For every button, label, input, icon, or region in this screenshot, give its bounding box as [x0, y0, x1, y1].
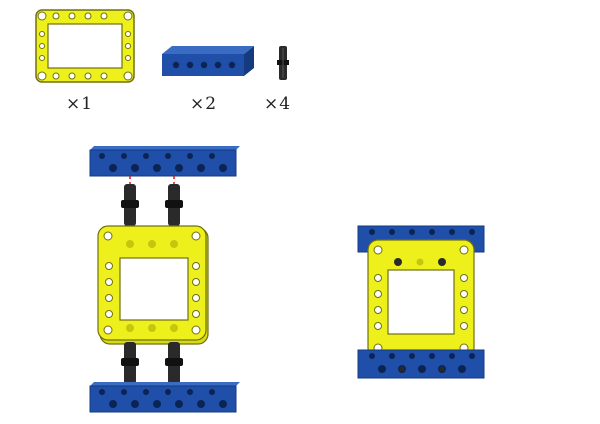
- qty-yellow-frame: ×1: [66, 94, 94, 114]
- assembled-bottom-beam: [357, 349, 485, 379]
- lower-pins: [121, 342, 183, 384]
- black-pin-icon: [277, 46, 289, 80]
- bottom-blue-beam: [89, 382, 240, 413]
- yellow-frame-icon: [35, 9, 135, 83]
- guide-lines: [129, 176, 175, 386]
- assembled-frame: [367, 239, 475, 359]
- upper-pins: [121, 184, 183, 226]
- yellow-frame-exploded: [97, 225, 209, 345]
- assembled-top-beam: [357, 225, 485, 253]
- qty-blue-beam: ×2: [190, 94, 218, 114]
- blue-beam-icon: [162, 46, 254, 76]
- qty-black-pin: ×4: [264, 94, 292, 114]
- top-blue-beam: [89, 146, 240, 177]
